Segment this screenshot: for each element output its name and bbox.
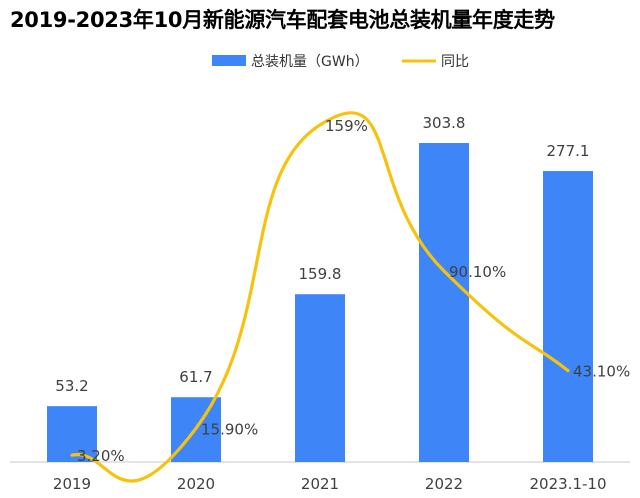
bar-3 — [419, 143, 469, 462]
bar-2 — [295, 294, 345, 462]
legend-bar-swatch — [212, 55, 246, 66]
legend-bar-label: 总装机量（GWh） — [251, 54, 369, 70]
x-tick-label-1: 2020 — [177, 475, 215, 493]
x-tick-label-4: 2023.1-10 — [530, 475, 607, 493]
bar-0 — [47, 406, 97, 462]
bar-4 — [543, 171, 593, 463]
bar-value-label-1: 61.7 — [179, 368, 212, 386]
x-tick-label-0: 2019 — [53, 475, 91, 493]
yoy-line — [70, 111, 570, 483]
x-tick-label-3: 2022 — [425, 475, 463, 493]
legend: 总装机量（GWh） 同比 — [212, 54, 469, 70]
line-value-label-3: 90.10% — [449, 263, 506, 281]
chart-title: 2019-2023年10月新能源汽车配套电池总装机量年度走势 — [10, 8, 555, 32]
line-value-label-0: 3.20% — [77, 447, 125, 465]
legend-line-label: 同比 — [441, 54, 469, 70]
bars — [47, 143, 593, 463]
bar-value-label-3: 303.8 — [423, 114, 466, 132]
line-value-label-2: 159% — [325, 117, 368, 135]
bar-labels: 53.2 61.7 159.8 303.8 277.1 — [55, 114, 589, 395]
x-tick-label-2: 2021 — [301, 475, 339, 493]
line-value-label-4: 43.10% — [573, 363, 630, 381]
bar-value-label-2: 159.8 — [299, 265, 342, 283]
bar-value-label-0: 53.2 — [55, 377, 88, 395]
x-ticks: 2019 2020 2021 2022 2023.1-10 — [53, 475, 607, 493]
line-labels: 3.20% 15.90% 159% 90.10% 43.10% — [77, 117, 630, 465]
bar-value-label-4: 277.1 — [547, 142, 590, 160]
line-value-label-1: 15.90% — [201, 420, 258, 438]
